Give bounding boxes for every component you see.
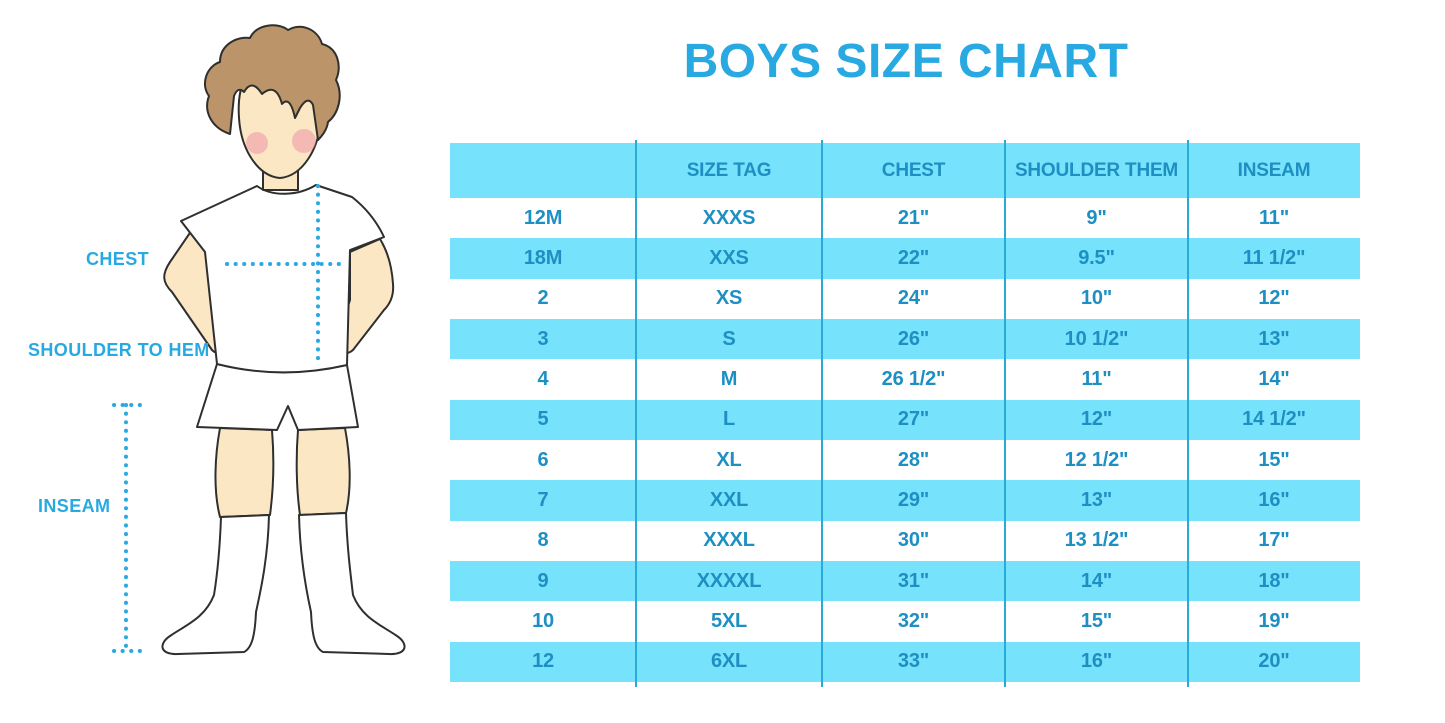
table-cell: 6XL xyxy=(710,650,748,673)
table-row: 9 XXXXL 31" 14" 18" xyxy=(450,560,1360,602)
table-cell: 13 1/2" xyxy=(1064,529,1129,552)
table-cell: 14" xyxy=(1258,367,1290,390)
table-cell: 19" xyxy=(1258,609,1290,632)
table-cell: 6 xyxy=(537,448,549,471)
table-cell: 29" xyxy=(897,488,930,511)
boy-left-leg xyxy=(214,427,275,518)
header-cell-inseam: INSEAM xyxy=(1237,159,1311,181)
table-cell: S xyxy=(722,327,736,350)
boy-shorts xyxy=(196,363,359,431)
table-row: 6 XL 28" 12 1/2" 15" xyxy=(450,440,1360,480)
table-cell: 9 xyxy=(537,569,549,592)
table-cell: 18M xyxy=(523,246,563,269)
table-body: 12M XXXS 21" 9" 11" 18M XXS 22" 9.5" 11 1/2" 2 XS 24… xyxy=(450,198,1360,682)
table-cell: 26 1/2" xyxy=(881,367,946,390)
table-cell: 5XL xyxy=(710,609,748,632)
table-cell: 11" xyxy=(1258,206,1290,229)
table-cell: XXXL xyxy=(703,529,755,552)
table-row: 8 XXXL 30" 13 1/2" 17" xyxy=(450,521,1360,561)
boy-right-blush xyxy=(292,129,316,153)
size-table: SIZE TAG CHEST SHOULDER THEM INSEAM 12M X… xyxy=(450,140,1360,687)
table-row: 12M XXXS 21" 9" 11" xyxy=(450,198,1360,238)
inseam-label: INSEAM xyxy=(38,496,111,516)
table-row: 18M XXS 22" 9.5" 11 1/2" xyxy=(450,238,1360,279)
page-title: BOYS SIZE CHART xyxy=(683,35,1129,88)
boy-figure-svg xyxy=(112,24,406,656)
table-cell: 8 xyxy=(537,529,549,552)
table-cell: XXXS xyxy=(702,206,756,229)
header-cell-shoulder: SHOULDER THEM xyxy=(1014,159,1179,181)
table-cell: 22" xyxy=(897,246,930,269)
chest-label: CHEST xyxy=(86,249,150,269)
table-cell: 28" xyxy=(897,448,930,471)
table-row: 2 XS 24" 10" 12" xyxy=(450,279,1360,319)
table-cell: 16" xyxy=(1080,650,1113,673)
column-separator xyxy=(821,140,823,687)
table-cell: 3 xyxy=(537,327,549,350)
boy-hair xyxy=(204,24,341,141)
header-cell-size-tag: SIZE TAG xyxy=(686,159,772,181)
table-cell: 21" xyxy=(897,206,930,229)
table-row: 4 M 26 1/2" 11" 14" xyxy=(450,359,1360,399)
table-header-row: SIZE TAG CHEST SHOULDER THEM INSEAM xyxy=(450,143,1360,198)
table-cell: 10 1/2" xyxy=(1064,327,1129,350)
table-cell: 24" xyxy=(897,287,930,310)
column-separator xyxy=(635,140,637,687)
table-cell: XL xyxy=(716,448,742,471)
table-cell: L xyxy=(722,408,736,431)
table-cell: M xyxy=(720,367,738,390)
table-cell: 5 xyxy=(537,408,549,431)
table-cell: 32" xyxy=(897,609,930,632)
table-cell: XXXXL xyxy=(696,569,762,592)
boy-left-sock xyxy=(161,514,270,656)
table-cell: 30" xyxy=(897,529,930,552)
table-cell: 16" xyxy=(1258,488,1290,511)
table-row: 5 L 27" 12" 14 1/2" xyxy=(450,399,1360,440)
table-cell: 12M xyxy=(523,206,563,229)
table-cell: 33" xyxy=(897,650,930,673)
table-cell: 18" xyxy=(1258,569,1290,592)
shoulder-to-hem-label: SHOULDER TO HEM xyxy=(28,340,210,360)
table-cell: 10 xyxy=(532,609,554,632)
table-cell: XS xyxy=(715,287,743,310)
table-cell: 4 xyxy=(537,367,549,390)
table-row: 7 XXL 29" 13" 16" xyxy=(450,480,1360,521)
table-cell: 20" xyxy=(1258,650,1290,673)
table-cell: 14 1/2" xyxy=(1242,408,1306,431)
header-cell-chest: CHEST xyxy=(881,159,946,181)
table-row: 12 6XL 33" 16" 20" xyxy=(450,641,1360,682)
table-cell: 11 1/2" xyxy=(1242,246,1306,269)
column-separator xyxy=(1187,140,1189,687)
table-cell: 13" xyxy=(1080,488,1113,511)
column-separator xyxy=(1004,140,1006,687)
table-cell: 9.5" xyxy=(1078,246,1115,269)
table-row: 10 5XL 32" 15" 19" xyxy=(450,601,1360,641)
table-cell: 27" xyxy=(897,408,930,431)
table-cell: 15" xyxy=(1258,448,1290,471)
boy-illustration: CHEST SHOULDER TO HEM INSEAM xyxy=(0,0,460,723)
table-cell: XXS xyxy=(709,246,749,269)
table-cell: 11" xyxy=(1081,367,1112,390)
table-row: 3 S 26" 10 1/2" 13" xyxy=(450,318,1360,360)
boy-right-sock xyxy=(298,512,406,656)
table-cell: 7 xyxy=(537,488,549,511)
boy-left-blush xyxy=(246,132,268,154)
table-cell: 12" xyxy=(1258,287,1290,310)
table-cell: 12" xyxy=(1080,408,1113,431)
table-cell: XXL xyxy=(709,488,749,511)
table-cell: 2 xyxy=(537,287,549,310)
table-cell: 10" xyxy=(1080,287,1113,310)
table-cell: 12 xyxy=(532,650,554,673)
boy-tshirt xyxy=(180,184,385,374)
table-cell: 17" xyxy=(1258,529,1290,552)
table-cell: 15" xyxy=(1080,609,1113,632)
boy-right-leg xyxy=(295,427,351,516)
table-cell: 31" xyxy=(897,569,930,592)
table-cell: 9" xyxy=(1086,206,1107,229)
table-cell: 13" xyxy=(1258,327,1290,350)
table-cell: 12 1/2" xyxy=(1064,448,1129,471)
table-cell: 26" xyxy=(897,327,930,350)
table-cell: 14" xyxy=(1080,569,1113,592)
